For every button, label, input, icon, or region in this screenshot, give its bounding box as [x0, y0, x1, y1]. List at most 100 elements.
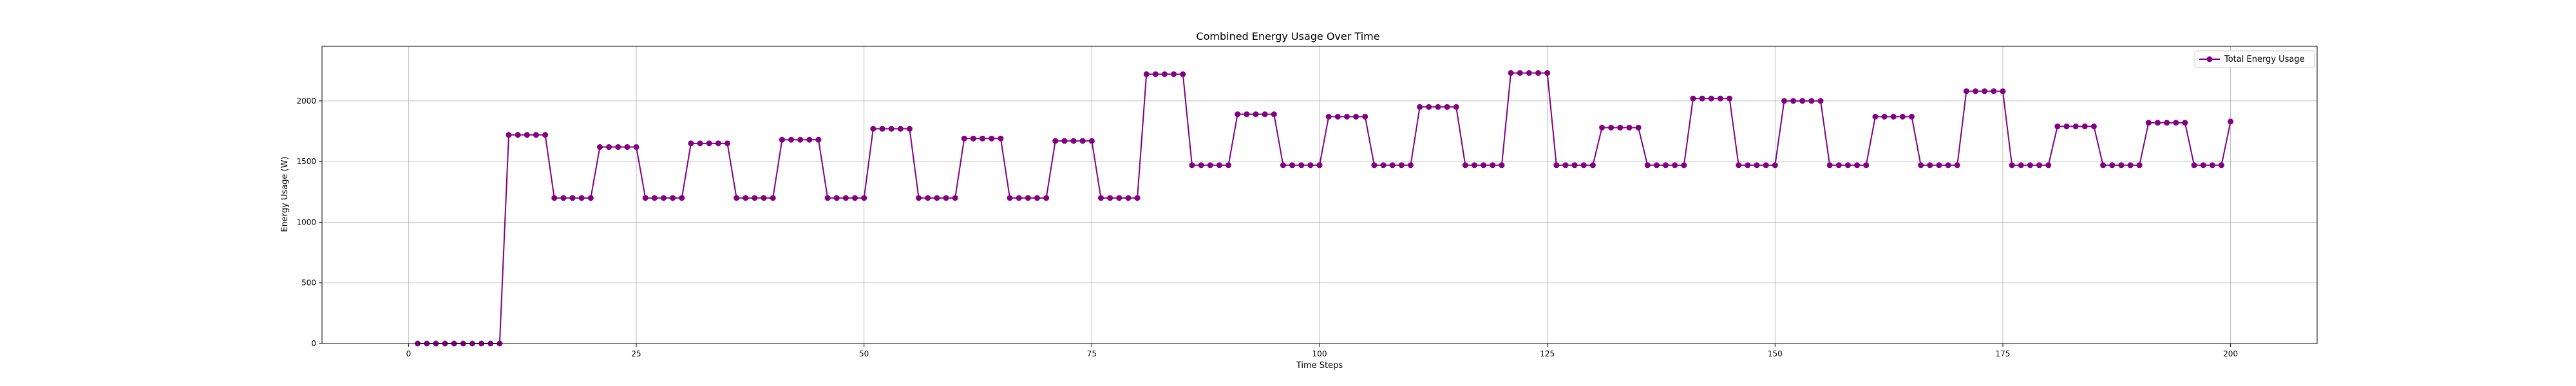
data-point — [1389, 162, 1396, 169]
data-point — [943, 195, 949, 201]
data-point — [1025, 195, 1031, 201]
data-point — [2228, 118, 2234, 125]
data-point — [2136, 162, 2143, 169]
data-point — [989, 135, 995, 142]
x-tick-label: 125 — [1540, 349, 1555, 358]
legend: Total Energy Usage — [2194, 50, 2315, 68]
data-point — [1034, 195, 1040, 201]
data-point — [1462, 162, 1468, 169]
data-point — [1143, 71, 1150, 77]
data-point — [715, 140, 721, 147]
data-point — [1991, 88, 1997, 95]
data-point — [1826, 162, 1833, 169]
data-point — [1134, 195, 1141, 201]
data-point — [934, 195, 940, 201]
data-point — [533, 132, 539, 138]
data-point — [1617, 124, 1624, 131]
series-points-group — [415, 69, 2234, 347]
data-point — [1116, 195, 1122, 201]
data-point — [2000, 88, 2006, 95]
data-point — [1061, 138, 1068, 144]
data-point — [1799, 98, 1806, 104]
data-point — [679, 195, 685, 201]
y-axis-label: Energy Usage (W) — [280, 156, 290, 232]
data-point — [1481, 162, 1487, 169]
data-point — [524, 132, 530, 138]
data-point — [1490, 162, 1496, 169]
data-point — [1908, 113, 1915, 120]
y-tick-label: 2000 — [296, 96, 316, 106]
data-point — [1517, 69, 1523, 76]
data-point — [624, 144, 630, 151]
data-point — [2009, 162, 2015, 169]
data-point — [2164, 120, 2170, 126]
data-point — [1781, 98, 1787, 104]
data-point — [998, 135, 1004, 142]
x-tick-label: 75 — [1087, 349, 1097, 358]
data-point — [1471, 162, 1477, 169]
data-point — [1580, 162, 1587, 169]
legend-swatch-marker — [2206, 56, 2213, 62]
data-point — [1553, 162, 1560, 169]
data-point — [797, 136, 804, 143]
legend-box — [2194, 50, 2315, 68]
data-point — [1772, 162, 1778, 169]
data-point — [633, 144, 639, 151]
data-point — [1043, 195, 1050, 201]
data-point — [1881, 113, 1888, 120]
data-point — [542, 132, 549, 138]
grid-lines — [322, 46, 2317, 344]
data-point — [1407, 162, 1414, 169]
data-point — [815, 136, 822, 143]
data-point — [1644, 162, 1651, 169]
data-point — [734, 195, 740, 201]
data-point — [1854, 162, 1861, 169]
x-tick-label: 50 — [859, 349, 869, 358]
data-point — [1945, 162, 1951, 169]
data-point — [2173, 120, 2179, 126]
data-point — [2145, 120, 2152, 126]
chart-title: Combined Energy Usage Over Time — [1196, 30, 1379, 42]
x-tick-label: 100 — [1312, 349, 1327, 358]
data-point — [660, 195, 667, 201]
data-point — [1453, 104, 1459, 110]
data-point — [779, 136, 785, 143]
data-point — [569, 195, 576, 201]
data-point — [2127, 162, 2134, 169]
data-point — [1097, 195, 1104, 201]
data-point — [1298, 162, 1305, 169]
data-point — [2154, 120, 2161, 126]
data-point — [1608, 124, 1615, 131]
data-point — [1717, 95, 1723, 102]
data-point — [2118, 162, 2125, 169]
data-point — [1535, 69, 1542, 76]
data-point — [724, 140, 731, 147]
data-point — [1499, 162, 1505, 169]
data-point — [1380, 162, 1387, 169]
x-tick-label: 175 — [1996, 349, 2011, 358]
data-point — [1316, 162, 1323, 169]
data-point — [506, 132, 512, 138]
data-point — [2027, 162, 2033, 169]
data-point — [1936, 162, 1942, 169]
data-point — [1016, 195, 1022, 201]
data-point — [1343, 113, 1350, 120]
data-point — [1280, 162, 1286, 169]
data-point — [688, 140, 694, 147]
data-point — [961, 135, 967, 142]
data-point — [1653, 162, 1660, 169]
y-tick-label: 500 — [301, 279, 316, 288]
data-point — [1672, 162, 1678, 169]
data-point — [1790, 98, 1797, 104]
data-point — [788, 136, 795, 143]
data-point — [606, 144, 612, 151]
x-axis-label: Time Steps — [1296, 361, 1343, 371]
data-point — [1508, 69, 1514, 76]
data-point — [1963, 88, 1969, 95]
data-point — [1325, 113, 1332, 120]
data-point — [1334, 113, 1341, 120]
data-point — [952, 195, 958, 201]
y-tick-label: 1500 — [296, 157, 316, 166]
data-point — [1426, 104, 1432, 110]
